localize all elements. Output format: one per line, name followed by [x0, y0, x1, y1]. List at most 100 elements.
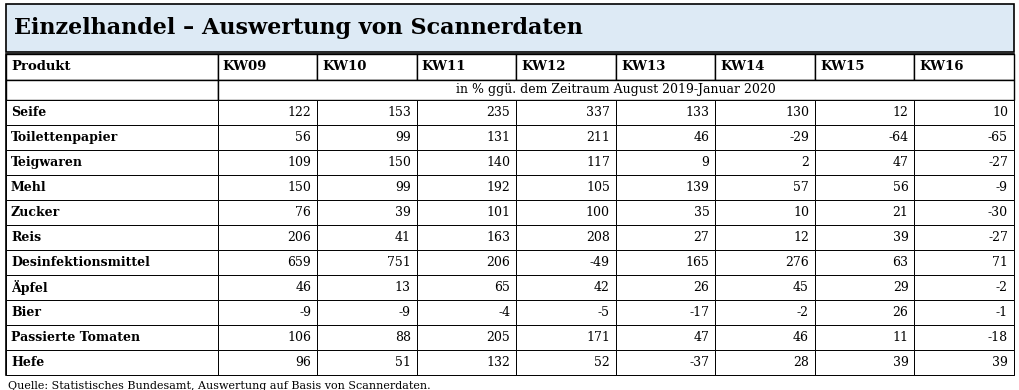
Text: 88: 88 [394, 331, 411, 344]
Text: 150: 150 [386, 156, 411, 169]
Text: -65: -65 [987, 131, 1007, 144]
Text: 751: 751 [386, 256, 411, 269]
Text: 122: 122 [287, 106, 311, 119]
Text: -17: -17 [689, 306, 709, 319]
Bar [714, 350, 814, 375]
Text: KW15: KW15 [819, 60, 863, 73]
Text: Toilettenpapier: Toilettenpapier [11, 131, 118, 144]
Bar [417, 54, 516, 80]
Bar [6, 54, 217, 80]
Text: 51: 51 [394, 356, 411, 369]
Bar [914, 250, 1013, 275]
Text: 100: 100 [585, 206, 609, 219]
Text: Passierte Tomaten: Passierte Tomaten [11, 331, 140, 344]
Bar [914, 350, 1013, 375]
Text: 56: 56 [892, 181, 908, 194]
Bar [516, 175, 615, 200]
Bar [6, 250, 217, 275]
Text: 9: 9 [701, 156, 709, 169]
Text: 150: 150 [287, 181, 311, 194]
Text: -29: -29 [789, 131, 808, 144]
Text: 39: 39 [394, 206, 411, 219]
Text: 45: 45 [793, 281, 808, 294]
Text: -2: -2 [796, 306, 808, 319]
Text: 659: 659 [287, 256, 311, 269]
Bar [417, 175, 516, 200]
Bar [6, 300, 217, 325]
Bar [217, 275, 317, 300]
Text: KW09: KW09 [222, 60, 267, 73]
Text: -27: -27 [987, 156, 1007, 169]
Text: -30: -30 [987, 206, 1007, 219]
Bar [914, 300, 1013, 325]
Bar [6, 225, 217, 250]
Bar [6, 80, 217, 100]
Text: Äpfel: Äpfel [11, 280, 48, 295]
Bar [516, 100, 615, 125]
Text: 109: 109 [287, 156, 311, 169]
Text: 163: 163 [486, 231, 510, 244]
Text: -4: -4 [497, 306, 510, 319]
Bar [217, 100, 317, 125]
Bar [914, 54, 1013, 80]
Bar [217, 150, 317, 175]
Bar [615, 325, 714, 350]
Bar [516, 350, 615, 375]
Text: 106: 106 [287, 331, 311, 344]
Text: 39: 39 [991, 356, 1007, 369]
Text: 117: 117 [586, 156, 609, 169]
Text: 153: 153 [386, 106, 411, 119]
Text: 235: 235 [486, 106, 510, 119]
Bar [417, 300, 516, 325]
Text: KW14: KW14 [719, 60, 764, 73]
Text: -49: -49 [589, 256, 609, 269]
Bar [516, 250, 615, 275]
Bar [6, 4, 1013, 52]
Text: 57: 57 [793, 181, 808, 194]
Text: Einzelhandel – Auswertung von Scannerdaten: Einzelhandel – Auswertung von Scannerdat… [14, 17, 582, 39]
Text: Zucker: Zucker [11, 206, 60, 219]
Text: 2: 2 [800, 156, 808, 169]
Bar [217, 225, 317, 250]
Bar [6, 275, 217, 300]
Text: 47: 47 [892, 156, 908, 169]
Text: Seife: Seife [11, 106, 46, 119]
Bar [814, 100, 914, 125]
Text: KW13: KW13 [621, 60, 664, 73]
Text: 132: 132 [486, 356, 510, 369]
Text: Desinfektionsmittel: Desinfektionsmittel [11, 256, 150, 269]
Bar [417, 150, 516, 175]
Bar [714, 275, 814, 300]
Bar [217, 80, 1013, 100]
Text: 71: 71 [991, 256, 1007, 269]
Bar [217, 200, 317, 225]
Bar [814, 250, 914, 275]
Text: 13: 13 [394, 281, 411, 294]
Bar [914, 175, 1013, 200]
Bar [6, 200, 217, 225]
Text: 99: 99 [394, 181, 411, 194]
Text: 42: 42 [593, 281, 609, 294]
Bar [417, 325, 516, 350]
Bar [714, 250, 814, 275]
Text: KW10: KW10 [322, 60, 366, 73]
Bar [914, 225, 1013, 250]
Text: -9: -9 [995, 181, 1007, 194]
Bar [217, 350, 317, 375]
Bar [615, 200, 714, 225]
Text: -27: -27 [987, 231, 1007, 244]
Bar [516, 150, 615, 175]
Bar [615, 175, 714, 200]
Text: 165: 165 [685, 256, 709, 269]
Bar [814, 200, 914, 225]
Bar [516, 54, 615, 80]
Text: 21: 21 [892, 206, 908, 219]
Bar [6, 325, 217, 350]
Text: 206: 206 [287, 231, 311, 244]
Bar [217, 325, 317, 350]
Bar [6, 350, 217, 375]
Bar [317, 300, 417, 325]
Text: KW11: KW11 [422, 60, 466, 73]
Bar [914, 125, 1013, 150]
Bar [615, 300, 714, 325]
